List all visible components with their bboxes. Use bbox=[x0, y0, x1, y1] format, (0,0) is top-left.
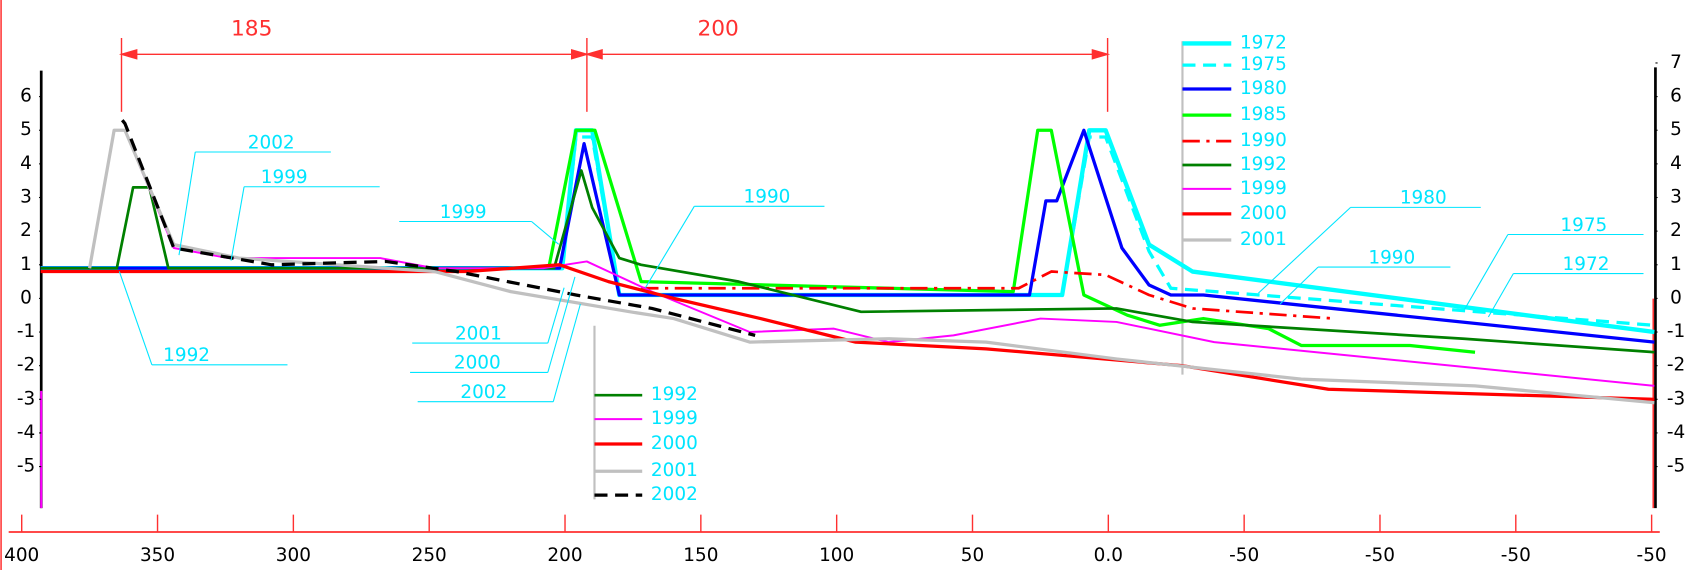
legend-label: 2001 bbox=[651, 460, 698, 481]
annotation: 1975 bbox=[1560, 215, 1607, 236]
leader-line bbox=[118, 271, 153, 365]
y-tick-label: -5 bbox=[17, 456, 35, 477]
y-tick-label: -2 bbox=[17, 355, 35, 376]
leader-line bbox=[1464, 234, 1509, 310]
legend-label: 2002 bbox=[651, 484, 698, 505]
annotation: 1990 bbox=[744, 187, 791, 208]
dimension-label: 185 bbox=[231, 16, 272, 41]
annotation: 1990 bbox=[1368, 247, 1415, 268]
series-line bbox=[40, 169, 1655, 354]
legend-label: 2001 bbox=[1240, 229, 1287, 250]
annotation: 2000 bbox=[454, 353, 501, 374]
x-tick-label: 350 bbox=[140, 545, 175, 566]
arrowheads bbox=[118, 49, 1111, 60]
y-tick-label: -3 bbox=[17, 388, 35, 409]
y-tick-label: 6 bbox=[20, 86, 32, 107]
dimension-lines bbox=[118, 38, 1111, 112]
leader-line bbox=[1279, 266, 1319, 305]
x-tick-label: 400 bbox=[4, 545, 39, 566]
annotation: 1972 bbox=[1563, 254, 1610, 275]
y2-tick-label: 1 bbox=[1670, 254, 1682, 275]
leader-line bbox=[552, 303, 581, 402]
legend-label: 2000 bbox=[651, 433, 698, 454]
y-tick-label: 5 bbox=[20, 119, 32, 140]
legend-label: 1990 bbox=[1240, 130, 1287, 151]
x-tick-label: 150 bbox=[683, 545, 718, 566]
legend-label: 1975 bbox=[1240, 54, 1287, 75]
series-line bbox=[88, 129, 1655, 387]
legend-label: 1992 bbox=[651, 384, 698, 405]
y2-tick-label: 7 bbox=[1670, 52, 1682, 73]
y2-tick-label: -2 bbox=[1667, 355, 1685, 376]
leader-line bbox=[531, 221, 560, 245]
y2-tick-label: -3 bbox=[1667, 388, 1685, 409]
annotation: 2002 bbox=[460, 382, 507, 403]
series-line bbox=[547, 128, 1476, 354]
x-tick-label: 100 bbox=[819, 545, 854, 566]
leader-line bbox=[178, 151, 196, 256]
y2-tick-label: 4 bbox=[1670, 153, 1682, 174]
x-tick-label: -50 bbox=[1501, 545, 1531, 566]
legend-label: 1972 bbox=[1240, 32, 1287, 53]
leader-line bbox=[547, 287, 565, 344]
y2-tick-label: -1 bbox=[1667, 321, 1685, 342]
y2-tick-label: 2 bbox=[1670, 220, 1682, 241]
series-line bbox=[40, 128, 1655, 335]
legend-label: 1999 bbox=[651, 408, 698, 429]
annotation: 1999 bbox=[440, 202, 487, 223]
x-tick-label: -50 bbox=[1229, 545, 1259, 566]
x-tick-label: 250 bbox=[412, 545, 447, 566]
x-tick-label: 0.0 bbox=[1094, 545, 1123, 566]
legend-label: 1999 bbox=[1240, 178, 1287, 199]
y2-tick-label: 6 bbox=[1670, 86, 1682, 107]
series-line bbox=[120, 119, 756, 337]
legend-label: 1985 bbox=[1240, 104, 1287, 125]
annotation: 1980 bbox=[1400, 188, 1447, 209]
legend-label: 1992 bbox=[1240, 154, 1287, 175]
y-tick-label: -1 bbox=[17, 321, 35, 342]
x-tick-label: 300 bbox=[276, 545, 311, 566]
annotation: 2002 bbox=[248, 132, 295, 153]
series-line bbox=[40, 135, 1655, 327]
x-tick-label: -50 bbox=[1365, 545, 1395, 566]
series-line bbox=[40, 128, 1655, 344]
x-tick-label: 50 bbox=[961, 545, 984, 566]
x-tick-label: -50 bbox=[1637, 545, 1667, 566]
y-tick-label: 2 bbox=[20, 220, 32, 241]
y2-tick-label: -5 bbox=[1667, 456, 1685, 477]
y2-tick-label: 3 bbox=[1670, 186, 1682, 207]
legend-label: 2000 bbox=[1240, 203, 1287, 224]
y-tick-label: 3 bbox=[20, 186, 32, 207]
dimension-label: 200 bbox=[697, 16, 738, 41]
leader-line bbox=[1487, 273, 1514, 318]
legend-label: 1980 bbox=[1240, 78, 1287, 99]
leader-line bbox=[547, 276, 576, 373]
y2-tick-label: 0 bbox=[1670, 287, 1682, 308]
series-line bbox=[641, 270, 1334, 320]
leader-line bbox=[230, 186, 245, 261]
y2-tick-label: 5 bbox=[1670, 119, 1682, 140]
annotation: 1992 bbox=[163, 345, 210, 366]
leader-line bbox=[1258, 206, 1351, 294]
y-tick-label: -4 bbox=[17, 422, 35, 443]
annotation: 1999 bbox=[261, 167, 308, 188]
y-tick-label: 1 bbox=[20, 254, 32, 275]
x-tick-label: 200 bbox=[547, 545, 582, 566]
y2-tick-label: -4 bbox=[1667, 422, 1685, 443]
y-tick-label: 0 bbox=[20, 287, 32, 308]
leader-line bbox=[645, 206, 695, 288]
y-tick-label: 4 bbox=[20, 153, 32, 174]
annotation: 2001 bbox=[455, 323, 502, 344]
